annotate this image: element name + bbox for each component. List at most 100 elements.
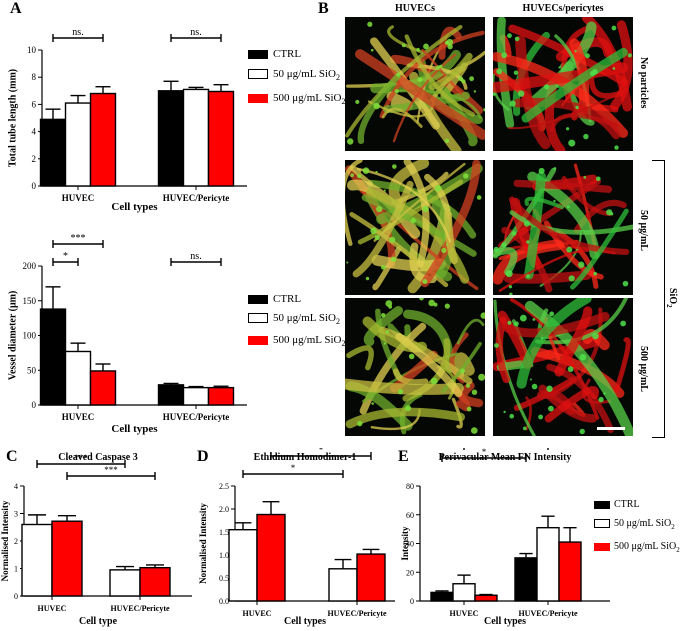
- legend-label-ctrl: CTRL: [273, 293, 302, 305]
- panel-label-c: C: [6, 448, 18, 465]
- cell-spot: [397, 388, 404, 395]
- cell-spot: [371, 402, 374, 405]
- significance-label: ns.: [72, 27, 83, 38]
- vessel-strand: [381, 107, 423, 128]
- cell-spot: [350, 173, 354, 177]
- bar: [89, 92, 117, 187]
- vessel-strand: [524, 300, 633, 436]
- vessel-strand: [498, 249, 589, 292]
- vessel-strand: [508, 196, 630, 255]
- vessel-strand: [346, 345, 374, 371]
- vessel-strand: [495, 316, 510, 384]
- bar: [21, 523, 53, 597]
- legend-sub-500: 2: [341, 97, 346, 107]
- cell-spot: [549, 311, 555, 317]
- row-label-no-particles: No particles: [638, 57, 649, 109]
- vessel-strand: [367, 100, 435, 118]
- cell-spot: [383, 189, 386, 192]
- cell-spot: [365, 276, 370, 281]
- legend-item-50: 50 μg/mL SiO2: [248, 309, 345, 331]
- cell-spot: [598, 396, 604, 403]
- micrograph-image: [345, 21, 485, 151]
- cell-spot: [480, 312, 485, 319]
- significance-label: *: [63, 251, 68, 262]
- cell-spot: [584, 53, 590, 59]
- cell-spot: [544, 84, 550, 90]
- vessel-strand: [493, 62, 629, 94]
- cell-spot: [579, 353, 587, 361]
- y-tick-label: 100: [23, 331, 37, 341]
- cell-spot: [373, 102, 380, 110]
- x-tick-label: HUVEC/Pericyte: [110, 604, 170, 613]
- vessel-strand: [610, 20, 633, 111]
- cell-spot: [473, 90, 477, 93]
- y-tick-label: 6: [32, 99, 37, 109]
- legend-sub-500: 2: [341, 339, 346, 349]
- vessel-strand: [345, 378, 464, 395]
- cell-spot: [509, 413, 515, 419]
- cell-spot: [567, 366, 574, 373]
- y-tick-label: 200: [23, 261, 37, 271]
- cell-spot: [595, 176, 601, 182]
- significance-label: *: [482, 448, 487, 457]
- x-axis-label: Cell types: [484, 616, 526, 627]
- legend-swatch-50: [594, 519, 610, 529]
- y-tick-label: 1: [14, 565, 18, 574]
- chart-a-tube-length: 0 2 4 6 8 10 Total tube length (mm) HUVEC HUVEC/…: [7, 27, 247, 213]
- vessel-strand: [357, 179, 464, 245]
- bar: [89, 370, 117, 406]
- bar: [328, 568, 358, 602]
- vessel-strand: [554, 306, 593, 377]
- vessel-strand: [570, 208, 629, 290]
- cell-spot: [507, 320, 512, 325]
- y-axis-label: Normalised Intensity: [0, 500, 10, 581]
- vessel-strand: [371, 254, 447, 272]
- cell-spot: [367, 21, 373, 27]
- micrograph-pericyte-no-particles: [493, 17, 633, 151]
- bar: [51, 520, 83, 597]
- sio2-label-sub: 2: [665, 304, 673, 308]
- sio2-label: SiO2: [665, 288, 678, 308]
- cell-spot: [483, 108, 485, 112]
- cell-spot: [470, 427, 478, 434]
- vessel-strand: [582, 378, 612, 404]
- vessel-strand: [549, 113, 619, 132]
- legend-swatch-ctrl: [248, 294, 268, 304]
- cell-spot: [434, 184, 442, 192]
- legend-swatch-ctrl: [594, 500, 610, 509]
- cell-spot: [509, 292, 513, 295]
- vessel-strand: [521, 47, 628, 123]
- cell-spot: [465, 383, 471, 388]
- legend-swatch-50: [248, 69, 268, 80]
- bar: [514, 557, 538, 602]
- cell-spot: [401, 43, 406, 48]
- cell-spot: [568, 139, 576, 147]
- cell-spot: [547, 405, 554, 412]
- cell-spot: [575, 105, 579, 110]
- cell-spot: [444, 303, 450, 309]
- scale-bar: [597, 427, 625, 430]
- vessel-strand: [493, 52, 629, 138]
- y-tick-label: 0: [32, 400, 37, 410]
- cell-spot: [476, 195, 482, 200]
- y-axis-label: Total tube length (mm): [7, 69, 18, 167]
- legend-a2: CTRL 50 μg/mL SiO2 500 μg/mL SiO2: [248, 290, 345, 353]
- cell-spot: [583, 176, 587, 179]
- cell-spot: [566, 246, 573, 253]
- cell-spot: [461, 79, 466, 84]
- legend-label-50: 50 μg/mL SiO: [273, 312, 336, 324]
- panel-label-d: D: [197, 448, 209, 465]
- vessel-strand: [456, 318, 485, 345]
- cell-spot: [540, 337, 544, 340]
- cell-spot: [574, 50, 577, 53]
- cell-spot: [522, 426, 527, 431]
- cell-spot: [507, 33, 512, 39]
- y-tick-label: 2.5: [219, 482, 229, 491]
- cell-spot: [553, 199, 556, 203]
- cell-spot: [394, 89, 400, 94]
- sio2-label-main: SiO: [667, 288, 678, 305]
- x-axis-label: Cell types: [111, 201, 158, 213]
- bar: [256, 513, 286, 602]
- bar: [536, 526, 560, 602]
- vessel-strand: [503, 270, 592, 284]
